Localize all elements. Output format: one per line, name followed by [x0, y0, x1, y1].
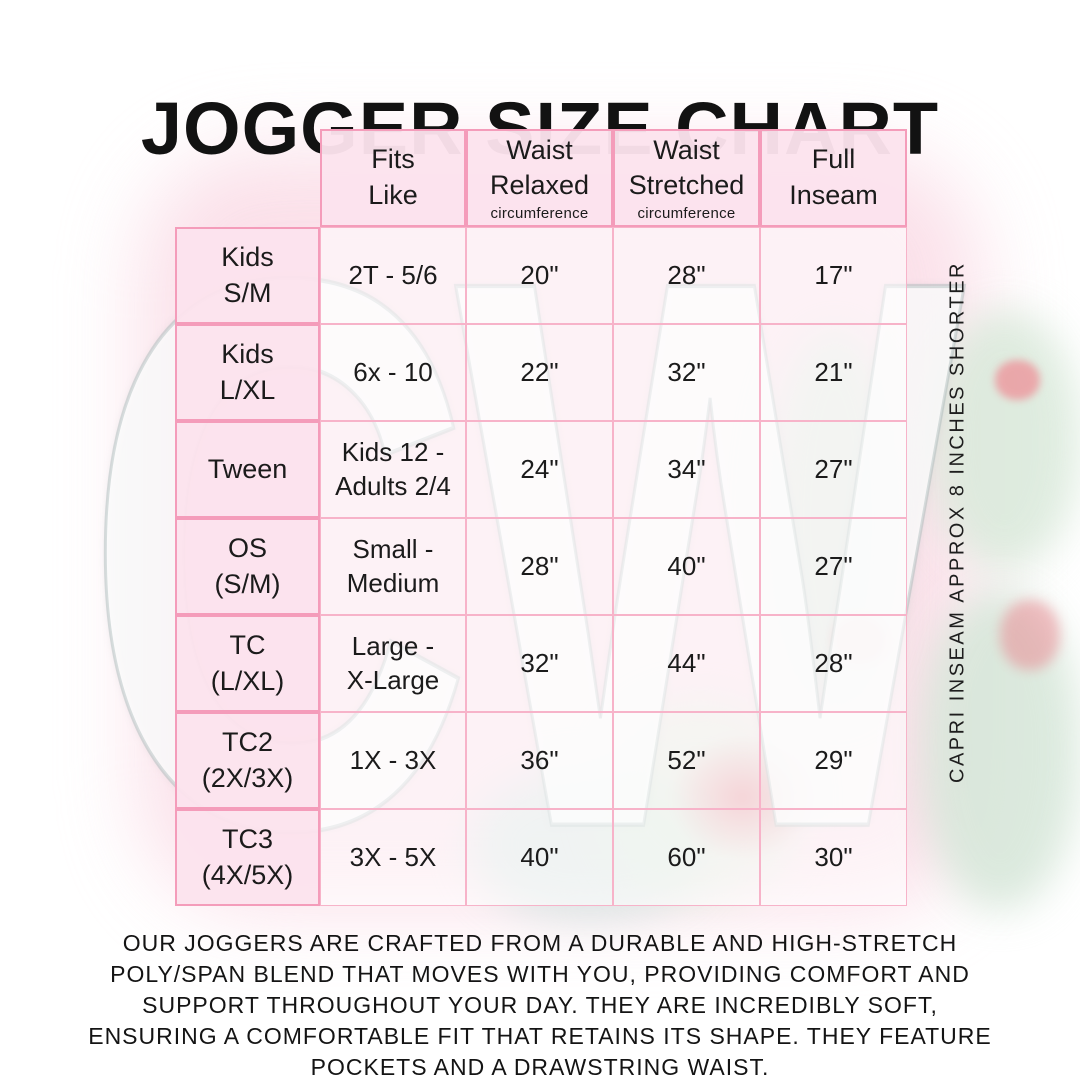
col-header-label: Waist Relaxed	[489, 134, 590, 200]
cell-os-fits: Small - Medium	[320, 518, 466, 615]
cell-kids-sm-fits: 2T - 5/6	[320, 227, 466, 324]
cell-tc2-waist-stretched: 52"	[613, 712, 760, 809]
product-description: OUR JOGGERS ARE CRAFTED FROM A DURABLE A…	[88, 930, 992, 1080]
col-header-waist-stretched: Waist Stretched circumference	[613, 129, 760, 227]
row-header-tc2: TC2 (2X/3X)	[175, 712, 320, 809]
col-header-label: Full Inseam	[789, 144, 878, 210]
capri-inseam-note: CAPRI INSEAM APPROX 8 INCHES SHORTER	[946, 261, 969, 783]
cell-kids-sm-waist-stretched: 28"	[613, 227, 760, 324]
col-header-waist-relaxed: Waist Relaxed circumference	[466, 129, 613, 227]
cell-tc3-waist-relaxed: 40"	[466, 809, 613, 906]
cell-tween-fits: Kids 12 - Adults 2/4	[320, 421, 466, 518]
size-chart-table: Fits Like Waist Relaxed circumference Wa…	[175, 129, 907, 906]
row-header-tc: TC (L/XL)	[175, 615, 320, 712]
cactus-decoration	[920, 590, 1080, 910]
col-header-subtext: circumference	[490, 204, 589, 222]
col-header-full-inseam: Full Inseam	[760, 129, 907, 227]
cell-os-waist-stretched: 40"	[613, 518, 760, 615]
cell-tc2-fits: 1X - 3X	[320, 712, 466, 809]
cell-kids-lxl-fits: 6x - 10	[320, 324, 466, 421]
col-header-label: Fits Like	[368, 144, 418, 210]
cell-tween-inseam: 27"	[760, 421, 907, 518]
flower-decoration	[1000, 600, 1060, 670]
row-header-kids-sm: Kids S/M	[175, 227, 320, 324]
cell-tc3-inseam: 30"	[760, 809, 907, 906]
row-header-os: OS (S/M)	[175, 518, 320, 615]
cell-kids-sm-inseam: 17"	[760, 227, 907, 324]
flower-decoration	[995, 360, 1040, 400]
cell-tc-waist-relaxed: 32"	[466, 615, 613, 712]
cell-kids-lxl-waist-relaxed: 22"	[466, 324, 613, 421]
cell-tc-inseam: 28"	[760, 615, 907, 712]
col-header-subtext: circumference	[637, 204, 736, 222]
corner-empty-cell	[175, 129, 320, 227]
cell-kids-lxl-waist-stretched: 32"	[613, 324, 760, 421]
cell-os-waist-relaxed: 28"	[466, 518, 613, 615]
cell-tween-waist-relaxed: 24"	[466, 421, 613, 518]
cell-kids-lxl-inseam: 21"	[760, 324, 907, 421]
cell-tc3-fits: 3X - 5X	[320, 809, 466, 906]
cell-tween-waist-stretched: 34"	[613, 421, 760, 518]
cell-tc3-waist-stretched: 60"	[613, 809, 760, 906]
cell-os-inseam: 27"	[760, 518, 907, 615]
row-header-tc3: TC3 (4X/5X)	[175, 809, 320, 906]
row-header-kids-lxl: Kids L/XL	[175, 324, 320, 421]
col-header-fits-like: Fits Like	[320, 129, 466, 227]
row-header-tween: Tween	[175, 421, 320, 518]
cell-tc2-waist-relaxed: 36"	[466, 712, 613, 809]
cell-tc2-inseam: 29"	[760, 712, 907, 809]
cell-tc-waist-stretched: 44"	[613, 615, 760, 712]
cell-kids-sm-waist-relaxed: 20"	[466, 227, 613, 324]
col-header-label: Waist Stretched	[628, 134, 745, 200]
cell-tc-fits: Large - X-Large	[320, 615, 466, 712]
